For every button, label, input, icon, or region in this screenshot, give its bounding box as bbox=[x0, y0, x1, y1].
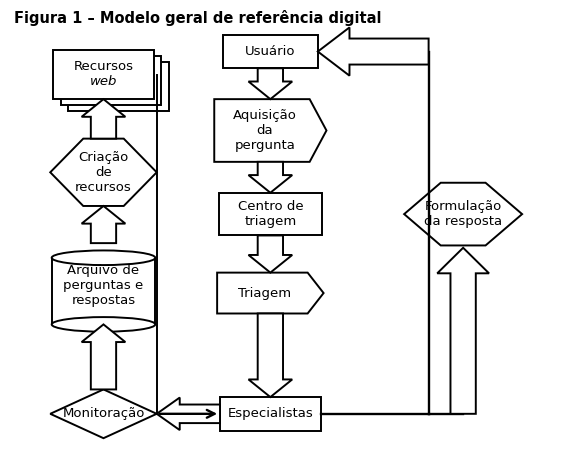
Text: Monitoração: Monitoração bbox=[62, 407, 145, 420]
FancyBboxPatch shape bbox=[53, 50, 154, 99]
Polygon shape bbox=[214, 99, 327, 162]
Polygon shape bbox=[81, 99, 125, 139]
Text: web: web bbox=[90, 75, 117, 88]
FancyBboxPatch shape bbox=[60, 56, 162, 105]
Ellipse shape bbox=[52, 317, 155, 332]
Polygon shape bbox=[437, 248, 489, 414]
Text: Especialistas: Especialistas bbox=[228, 407, 313, 420]
Text: Usuário: Usuário bbox=[245, 45, 296, 58]
Text: Figura 1 – Modelo geral de referência digital: Figura 1 – Modelo geral de referência di… bbox=[15, 10, 382, 26]
Polygon shape bbox=[249, 313, 292, 397]
Polygon shape bbox=[50, 390, 157, 438]
Ellipse shape bbox=[52, 251, 155, 265]
Polygon shape bbox=[249, 235, 292, 273]
Text: Centro de
triagem: Centro de triagem bbox=[238, 200, 303, 228]
Polygon shape bbox=[157, 398, 220, 430]
Polygon shape bbox=[318, 27, 429, 76]
Text: Criação
de
recursos: Criação de recursos bbox=[75, 151, 132, 194]
Polygon shape bbox=[81, 324, 125, 390]
Text: Formulação
da resposta: Formulação da resposta bbox=[424, 200, 502, 228]
Text: Aquisição
da
pergunta: Aquisição da pergunta bbox=[233, 109, 297, 152]
Bar bbox=[52, 258, 155, 324]
Text: Arquivo de
perguntas e
respostas: Arquivo de perguntas e respostas bbox=[63, 264, 144, 307]
Text: Triagem: Triagem bbox=[238, 287, 292, 299]
Text: Recursos: Recursos bbox=[73, 60, 134, 73]
FancyBboxPatch shape bbox=[218, 193, 322, 235]
Polygon shape bbox=[404, 183, 522, 245]
FancyBboxPatch shape bbox=[220, 397, 321, 431]
FancyBboxPatch shape bbox=[68, 63, 169, 111]
Polygon shape bbox=[217, 273, 324, 313]
Polygon shape bbox=[249, 68, 292, 99]
FancyBboxPatch shape bbox=[223, 35, 318, 68]
Polygon shape bbox=[249, 162, 292, 193]
Polygon shape bbox=[50, 139, 157, 206]
Polygon shape bbox=[81, 206, 125, 243]
